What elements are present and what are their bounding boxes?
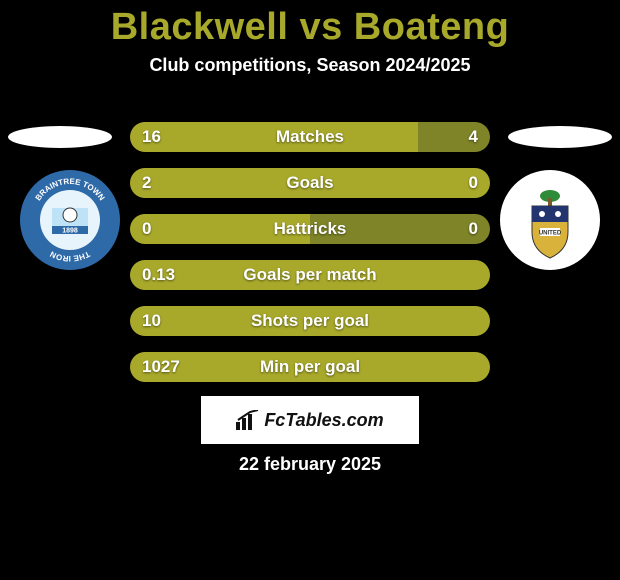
- stat-row: 10 Shots per goal: [130, 306, 490, 336]
- stat-label: Min per goal: [130, 352, 490, 382]
- svg-text:1898: 1898: [62, 228, 78, 235]
- stat-label: Goals: [130, 168, 490, 198]
- platform-ellipse-left: [8, 126, 112, 148]
- page-subtitle: Club competitions, Season 2024/2025: [0, 55, 620, 76]
- stat-label: Goals per match: [130, 260, 490, 290]
- attribution-text: FcTables.com: [264, 410, 383, 431]
- svg-text:UNITED: UNITED: [539, 231, 562, 237]
- stat-row: 0 Hattricks 0: [130, 214, 490, 244]
- stat-row: 2 Goals 0: [130, 168, 490, 198]
- chart-icon: [236, 410, 260, 430]
- stat-row: 1027 Min per goal: [130, 352, 490, 382]
- stat-value-right: 0: [469, 168, 478, 198]
- stat-value-right: 4: [469, 122, 478, 152]
- club-crest-right: UNITED: [500, 170, 600, 270]
- platform-ellipse-right: [508, 126, 612, 148]
- stat-label: Hattricks: [130, 214, 490, 244]
- stat-label: Shots per goal: [130, 306, 490, 336]
- attribution-box: FcTables.com: [201, 396, 419, 444]
- date-line: 22 february 2025: [0, 454, 620, 475]
- club-crest-left: BRAINTREE TOWN THE IRON 1898: [20, 170, 120, 270]
- stat-row: 0.13 Goals per match: [130, 260, 490, 290]
- stat-row: 16 Matches 4: [130, 122, 490, 152]
- infographic-root: Blackwell vs Boateng Club competitions, …: [0, 0, 620, 580]
- stat-value-right: 0: [469, 214, 478, 244]
- stat-label: Matches: [130, 122, 490, 152]
- page-title: Blackwell vs Boateng: [0, 0, 620, 49]
